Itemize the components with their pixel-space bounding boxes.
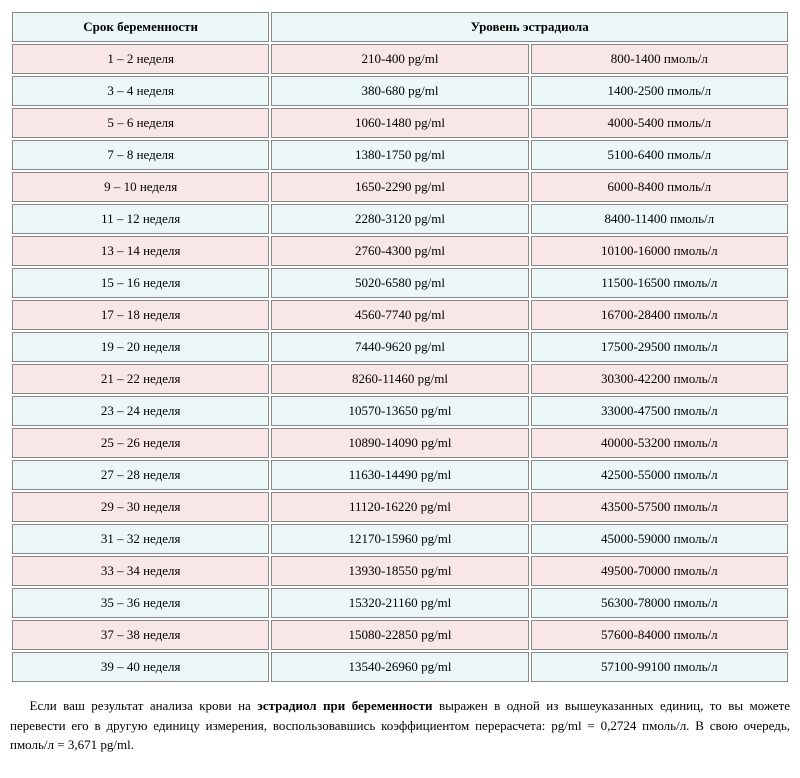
cell-week: 33 – 34 неделя: [12, 556, 269, 586]
cell-week: 21 – 22 неделя: [12, 364, 269, 394]
cell-week: 31 – 32 неделя: [12, 524, 269, 554]
cell-pgml: 1650-2290 pg/ml: [271, 172, 528, 202]
table-row: 25 – 26 неделя10890-14090 pg/ml40000-532…: [12, 428, 788, 458]
table-row: 21 – 22 неделя8260-11460 pg/ml30300-4220…: [12, 364, 788, 394]
cell-week: 23 – 24 неделя: [12, 396, 269, 426]
cell-pmol: 33000-47500 пмоль/л: [531, 396, 788, 426]
table-row: 33 – 34 неделя13930-18550 pg/ml49500-700…: [12, 556, 788, 586]
cell-pmol: 800-1400 пмоль/л: [531, 44, 788, 74]
cell-week: 5 – 6 неделя: [12, 108, 269, 138]
cell-pmol: 10100-16000 пмоль/л: [531, 236, 788, 266]
cell-pgml: 15080-22850 pg/ml: [271, 620, 528, 650]
cell-pmol: 49500-70000 пмоль/л: [531, 556, 788, 586]
cell-week: 7 – 8 неделя: [12, 140, 269, 170]
cell-pgml: 12170-15960 pg/ml: [271, 524, 528, 554]
cell-pmol: 6000-8400 пмоль/л: [531, 172, 788, 202]
estradiol-table: Срок беременности Уровень эстрадиола 1 –…: [10, 10, 790, 684]
cell-pgml: 210-400 pg/ml: [271, 44, 528, 74]
cell-pmol: 17500-29500 пмоль/л: [531, 332, 788, 362]
cell-pmol: 1400-2500 пмоль/л: [531, 76, 788, 106]
cell-pmol: 56300-78000 пмоль/л: [531, 588, 788, 618]
cell-week: 1 – 2 неделя: [12, 44, 269, 74]
table-row: 27 – 28 неделя11630-14490 pg/ml42500-550…: [12, 460, 788, 490]
cell-pmol: 11500-16500 пмоль/л: [531, 268, 788, 298]
cell-pgml: 1380-1750 pg/ml: [271, 140, 528, 170]
cell-pmol: 43500-57500 пмоль/л: [531, 492, 788, 522]
table-row: 5 – 6 неделя1060-1480 pg/ml4000-5400 пмо…: [12, 108, 788, 138]
cell-pgml: 2760-4300 pg/ml: [271, 236, 528, 266]
note-paragraph: Если ваш результат анализа крови на эстр…: [10, 696, 790, 755]
cell-week: 29 – 30 неделя: [12, 492, 269, 522]
cell-pmol: 4000-5400 пмоль/л: [531, 108, 788, 138]
cell-week: 9 – 10 неделя: [12, 172, 269, 202]
cell-pgml: 8260-11460 pg/ml: [271, 364, 528, 394]
table-row: 35 – 36 неделя15320-21160 pg/ml56300-780…: [12, 588, 788, 618]
table-row: 19 – 20 неделя7440-9620 pg/ml17500-29500…: [12, 332, 788, 362]
cell-pgml: 1060-1480 pg/ml: [271, 108, 528, 138]
cell-week: 37 – 38 неделя: [12, 620, 269, 650]
cell-week: 11 – 12 неделя: [12, 204, 269, 234]
table-row: 17 – 18 неделя4560-7740 pg/ml16700-28400…: [12, 300, 788, 330]
cell-week: 39 – 40 неделя: [12, 652, 269, 682]
cell-week: 25 – 26 неделя: [12, 428, 269, 458]
table-row: 1 – 2 неделя210-400 pg/ml800-1400 пмоль/…: [12, 44, 788, 74]
cell-pgml: 2280-3120 pg/ml: [271, 204, 528, 234]
cell-pgml: 13540-26960 pg/ml: [271, 652, 528, 682]
table-row: 9 – 10 неделя1650-2290 pg/ml6000-8400 пм…: [12, 172, 788, 202]
table-row: 15 – 16 неделя5020-6580 pg/ml11500-16500…: [12, 268, 788, 298]
cell-pmol: 42500-55000 пмоль/л: [531, 460, 788, 490]
header-pregnancy-term: Срок беременности: [12, 12, 269, 42]
cell-week: 13 – 14 неделя: [12, 236, 269, 266]
cell-pgml: 10570-13650 pg/ml: [271, 396, 528, 426]
table-row: 7 – 8 неделя1380-1750 pg/ml5100-6400 пмо…: [12, 140, 788, 170]
cell-pgml: 11120-16220 pg/ml: [271, 492, 528, 522]
cell-pmol: 57100-99100 пмоль/л: [531, 652, 788, 682]
cell-pmol: 57600-84000 пмоль/л: [531, 620, 788, 650]
cell-pgml: 5020-6580 pg/ml: [271, 268, 528, 298]
table-row: 3 – 4 неделя380-680 pg/ml1400-2500 пмоль…: [12, 76, 788, 106]
table-row: 13 – 14 неделя2760-4300 pg/ml10100-16000…: [12, 236, 788, 266]
cell-pmol: 5100-6400 пмоль/л: [531, 140, 788, 170]
cell-week: 27 – 28 неделя: [12, 460, 269, 490]
cell-pgml: 4560-7740 pg/ml: [271, 300, 528, 330]
header-estradiol-level: Уровень эстрадиола: [271, 12, 788, 42]
cell-week: 17 – 18 неделя: [12, 300, 269, 330]
table-row: 29 – 30 неделя11120-16220 pg/ml43500-575…: [12, 492, 788, 522]
note-part1: Если ваш результат анализа крови на: [30, 698, 258, 713]
cell-pgml: 11630-14490 pg/ml: [271, 460, 528, 490]
table-row: 11 – 12 неделя2280-3120 pg/ml8400-11400 …: [12, 204, 788, 234]
table-row: 23 – 24 неделя10570-13650 pg/ml33000-475…: [12, 396, 788, 426]
table-row: 39 – 40 неделя13540-26960 pg/ml57100-991…: [12, 652, 788, 682]
cell-pgml: 10890-14090 pg/ml: [271, 428, 528, 458]
cell-pgml: 15320-21160 pg/ml: [271, 588, 528, 618]
cell-week: 35 – 36 неделя: [12, 588, 269, 618]
cell-pmol: 45000-59000 пмоль/л: [531, 524, 788, 554]
cell-week: 19 – 20 неделя: [12, 332, 269, 362]
table-row: 31 – 32 неделя12170-15960 pg/ml45000-590…: [12, 524, 788, 554]
cell-pmol: 16700-28400 пмоль/л: [531, 300, 788, 330]
cell-pgml: 7440-9620 pg/ml: [271, 332, 528, 362]
table-row: 37 – 38 неделя15080-22850 pg/ml57600-840…: [12, 620, 788, 650]
cell-week: 15 – 16 неделя: [12, 268, 269, 298]
cell-pmol: 30300-42200 пмоль/л: [531, 364, 788, 394]
cell-week: 3 – 4 неделя: [12, 76, 269, 106]
cell-pgml: 380-680 pg/ml: [271, 76, 528, 106]
cell-pmol: 40000-53200 пмоль/л: [531, 428, 788, 458]
cell-pmol: 8400-11400 пмоль/л: [531, 204, 788, 234]
note-bold: эстрадиол при беременности: [257, 698, 432, 713]
cell-pgml: 13930-18550 pg/ml: [271, 556, 528, 586]
table-header-row: Срок беременности Уровень эстрадиола: [12, 12, 788, 42]
